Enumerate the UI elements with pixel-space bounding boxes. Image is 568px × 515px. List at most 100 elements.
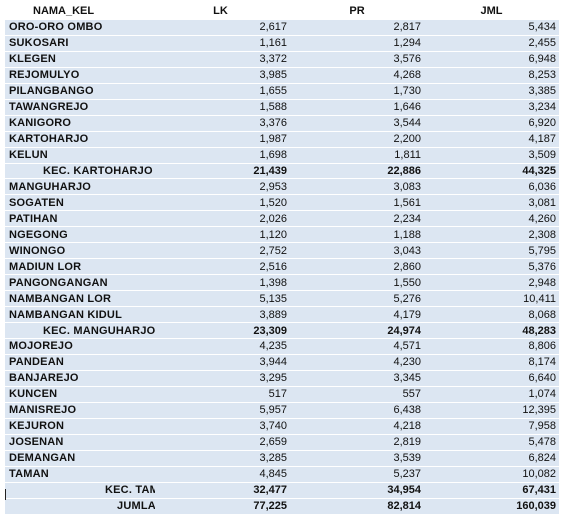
- cell-jml[interactable]: 4,260: [424, 210, 559, 228]
- cell-lk[interactable]: 3,985: [155, 67, 290, 84]
- cell-lk[interactable]: 3,285: [155, 450, 290, 467]
- cell-lk[interactable]: 1,161: [155, 35, 290, 52]
- cell-pr[interactable]: 2,234: [290, 210, 424, 228]
- cell-pr[interactable]: 6,438: [290, 402, 424, 419]
- cell-lk[interactable]: 77,225: [155, 498, 290, 515]
- cell-jml[interactable]: 4,187: [424, 131, 559, 148]
- cell-nama-kel[interactable]: PILANGBANGO: [5, 83, 155, 100]
- cell-nama-kel[interactable]: BANJAREJO: [5, 370, 155, 387]
- cell-nama-kel[interactable]: WINONGO: [5, 242, 155, 260]
- cell-nama-kel[interactable]: KEC. MANGUHARJO: [5, 322, 155, 340]
- cell-jml[interactable]: 3,509: [424, 147, 559, 164]
- cell-lk[interactable]: 23,309: [155, 322, 290, 340]
- cell-nama-kel[interactable]: PANDEAN: [5, 354, 155, 371]
- cell-nama-kel[interactable]: PATIHAN: [5, 210, 155, 228]
- cell-lk[interactable]: 2,516: [155, 258, 290, 276]
- cell-pr[interactable]: 3,043: [290, 242, 424, 260]
- cell-pr[interactable]: 4,268: [290, 67, 424, 84]
- cell-pr[interactable]: 4,218: [290, 418, 424, 435]
- cell-jml[interactable]: 6,036: [424, 178, 559, 196]
- cell-pr[interactable]: 3,544: [290, 115, 424, 132]
- cell-jml[interactable]: 44,325: [424, 163, 559, 180]
- cell-pr[interactable]: 4,571: [290, 338, 424, 355]
- cell-nama-kel[interactable]: SOGATEN: [5, 194, 155, 212]
- cell-lk[interactable]: 4,845: [155, 466, 290, 483]
- cell-lk[interactable]: 3,944: [155, 354, 290, 371]
- cell-pr[interactable]: 1,646: [290, 99, 424, 116]
- cell-nama-kel[interactable]: TAMAN: [5, 466, 155, 483]
- cell-nama-kel[interactable]: KANIGORO: [5, 115, 155, 132]
- cell-nama-kel[interactable]: KARTOHARJO: [5, 131, 155, 148]
- cell-nama-kel[interactable]: NGEGONG: [5, 226, 155, 244]
- cell-jml[interactable]: 160,039: [424, 498, 559, 515]
- cell-jml[interactable]: 2,308: [424, 226, 559, 244]
- cell-jml[interactable]: 6,824: [424, 450, 559, 467]
- cell-jml[interactable]: 8,806: [424, 338, 559, 355]
- cell-jml[interactable]: 7,958: [424, 418, 559, 435]
- cell-pr[interactable]: 24,974: [290, 322, 424, 340]
- cell-jml[interactable]: 5,434: [424, 19, 559, 36]
- cell-nama-kel[interactable]: JOSENAN: [5, 434, 155, 451]
- cell-lk[interactable]: 1,520: [155, 194, 290, 212]
- cell-lk[interactable]: 2,026: [155, 210, 290, 228]
- cell-nama-kel[interactable]: NAMBANGAN LOR: [5, 290, 155, 308]
- cell-lk[interactable]: 2,659: [155, 434, 290, 451]
- column-header-jml[interactable]: JML: [424, 4, 559, 20]
- cell-pr[interactable]: 4,230: [290, 354, 424, 371]
- cell-jml[interactable]: 3,385: [424, 83, 559, 100]
- cell-jml[interactable]: 2,948: [424, 274, 559, 292]
- cell-nama-kel[interactable]: MOJOREJO: [5, 338, 155, 355]
- cell-nama-kel[interactable]: PANGONGANGAN: [5, 274, 155, 292]
- cell-pr[interactable]: 2,860: [290, 258, 424, 276]
- cell-pr[interactable]: 4,179: [290, 306, 424, 324]
- cell-nama-kel[interactable]: TAWANGREJO: [5, 99, 155, 116]
- cell-jml[interactable]: 5,795: [424, 242, 559, 260]
- cell-pr[interactable]: 3,576: [290, 51, 424, 68]
- column-header-lk[interactable]: LK: [155, 4, 290, 20]
- cell-jml[interactable]: 6,948: [424, 51, 559, 68]
- column-header-nama-kel[interactable]: NAMA_KEL: [5, 4, 155, 20]
- cell-jml[interactable]: 67,431: [424, 482, 559, 499]
- cell-lk[interactable]: 4,235: [155, 338, 290, 355]
- cell-nama-kel[interactable]: NAMBANGAN KIDUL: [5, 306, 155, 324]
- cell-lk[interactable]: 21,439: [155, 163, 290, 180]
- cell-lk[interactable]: 1,398: [155, 274, 290, 292]
- cell-pr[interactable]: 2,200: [290, 131, 424, 148]
- cell-lk[interactable]: 32,477: [155, 482, 290, 499]
- cell-lk[interactable]: 1,588: [155, 99, 290, 116]
- cell-jml[interactable]: 8,068: [424, 306, 559, 324]
- cell-lk[interactable]: 1,987: [155, 131, 290, 148]
- cell-nama-kel[interactable]: SUKOSARI: [5, 35, 155, 52]
- cell-nama-kel[interactable]: ORO-ORO OMBO: [5, 19, 155, 36]
- cell-pr[interactable]: 1,188: [290, 226, 424, 244]
- cell-pr[interactable]: 3,539: [290, 450, 424, 467]
- cell-nama-kel[interactable]: KLEGEN: [5, 51, 155, 68]
- cell-pr[interactable]: 1,550: [290, 274, 424, 292]
- cell-lk[interactable]: 1,698: [155, 147, 290, 164]
- cell-lk[interactable]: 1,655: [155, 83, 290, 100]
- column-header-pr[interactable]: PR: [290, 4, 424, 20]
- cell-lk[interactable]: 3,740: [155, 418, 290, 435]
- cell-nama-kel[interactable]: MANGUHARJO: [5, 178, 155, 196]
- cell-lk[interactable]: 3,295: [155, 370, 290, 387]
- cell-pr[interactable]: 557: [290, 386, 424, 403]
- cell-jml[interactable]: 48,283: [424, 322, 559, 340]
- cell-jml[interactable]: 2,455: [424, 35, 559, 52]
- cell-jml[interactable]: 3,234: [424, 99, 559, 116]
- cell-jml[interactable]: 1,074: [424, 386, 559, 403]
- cell-nama-kel[interactable]: DEMANGAN: [5, 450, 155, 467]
- cell-lk[interactable]: 3,372: [155, 51, 290, 68]
- cell-pr[interactable]: 5,276: [290, 290, 424, 308]
- cell-pr[interactable]: 82,814: [290, 498, 424, 515]
- cell-nama-kel[interactable]: JUMLAH: [5, 498, 155, 515]
- cell-nama-kel[interactable]: MADIUN LOR: [5, 258, 155, 276]
- cell-pr[interactable]: 2,817: [290, 19, 424, 36]
- cell-pr[interactable]: 1,811: [290, 147, 424, 164]
- cell-pr[interactable]: 5,237: [290, 466, 424, 483]
- cell-jml[interactable]: 12,395: [424, 402, 559, 419]
- cell-pr[interactable]: 22,886: [290, 163, 424, 180]
- cell-lk[interactable]: 5,135: [155, 290, 290, 308]
- cell-jml[interactable]: 10,082: [424, 466, 559, 483]
- cell-jml[interactable]: 5,478: [424, 434, 559, 451]
- cell-jml[interactable]: 8,253: [424, 67, 559, 84]
